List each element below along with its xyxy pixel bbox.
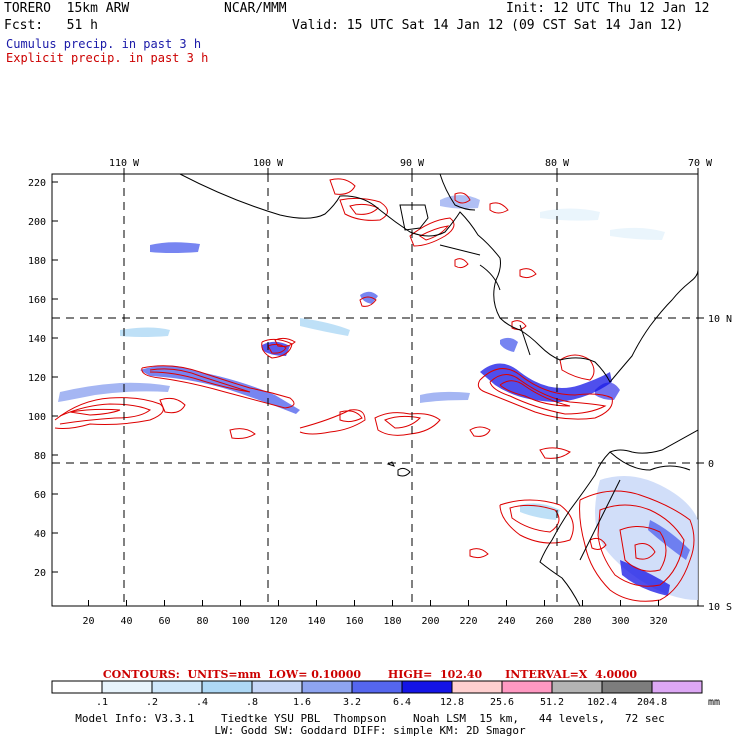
x-tick-label: 160 [345,616,363,627]
cumulus-label: Cumulus precip. in past 3 h [6,37,202,51]
x-tick-label: 240 [497,616,515,627]
colorbar-swatch [301,680,353,694]
x-tick-label: 260 [535,616,553,627]
colorbar-level-label: 6.4 [393,697,412,708]
colorbar-level-label: 25.6 [490,697,515,708]
model-name: TORERO 15km ARW [4,1,130,16]
cumulus-precip-shading [58,195,698,600]
lat-lon-grid [52,174,698,606]
x-tick-label: 220 [459,616,477,627]
colorbar-level-label: .4 [196,697,209,708]
x-tick-label: 200 [421,616,439,627]
x-tick-label: 320 [649,616,667,627]
colorbar [51,680,703,694]
y-tick-label: 20 [34,568,46,579]
colorbar-swatch [51,680,103,694]
colorbar-swatch [551,680,603,694]
lon-label-90w: 90 W [400,158,425,169]
colorbar-level-label: 204.8 [637,697,668,708]
colorbar-level-label: 12.8 [440,697,465,708]
colorbar-swatch [451,680,503,694]
y-tick-label: 40 [34,529,46,540]
y-tick-label: 100 [28,412,46,423]
colorbar-level-label: .1 [96,697,109,708]
colorbar-swatch [151,680,203,694]
colorbar-units: mm [708,697,721,708]
lon-label-80w: 80 W [545,158,570,169]
x-tick-label: 40 [120,616,132,627]
model-info-line1: Model Info: V3.3.1 Tiedtke YSU PBL Thomp… [75,712,665,725]
colorbar-level-label: 102.4 [587,697,618,708]
org-label: NCAR/MMM [224,1,287,16]
y-tick-label: 120 [28,373,46,384]
colorbar-swatch [201,680,253,694]
lat-label-10n: 10 N [708,314,732,325]
init-time: Init: 12 UTC Thu 12 Jan 12 [506,1,710,16]
frame-ticks [123,168,704,607]
contour-info: CONTOURS: UNITS=mm LOW= 0.10000 HIGH= 10… [102,668,638,681]
colorbar-swatch [401,680,453,694]
colorbar-level-label: 51.2 [540,697,565,708]
bottom-grid-ticks: 20 40 60 80 100 120 140 160 180 200 220 240 260 280 30… [82,600,668,627]
colorbar-swatch [651,680,703,694]
colorbar-swatch [251,680,303,694]
colorbar-swatch [101,680,153,694]
x-tick-label: 300 [611,616,629,627]
colorbar-swatch [351,680,403,694]
y-tick-label: 60 [34,490,46,501]
lon-label-100w: 100 W [253,158,284,169]
x-tick-label: 100 [231,616,249,627]
colorbar-level-label: 1.6 [293,697,312,708]
right-lat-labels: 10 N 0 10 S [708,314,732,613]
x-tick-label: 180 [383,616,401,627]
lat-label-10s: 10 S [708,602,732,613]
x-tick-label: 20 [82,616,94,627]
explicit-label: Explicit precip. in past 3 h [6,51,209,65]
explicit-precip-contours [54,178,695,602]
x-tick-label: 60 [158,616,170,627]
y-tick-label: 200 [28,217,46,228]
forecast-hour: Fcst: 51 h [4,18,98,33]
y-tick-label: 220 [28,178,46,189]
colorbar-level-label: 3.2 [343,697,362,708]
model-info-line2: LW: Godd SW: Goddard DIFF: simple KM: 2D… [214,724,526,737]
left-grid-ticks: 220 200 180 160 140 120 100 80 60 40 20 [28,178,58,579]
y-tick-label: 80 [34,451,46,462]
y-tick-label: 140 [28,334,46,345]
colorbar-swatch [501,680,553,694]
lon-label-110w: 110 W [109,158,140,169]
x-tick-label: 280 [573,616,591,627]
lon-label-70w: 70 W [688,158,713,169]
y-tick-label: 180 [28,256,46,267]
x-tick-label: 120 [269,616,287,627]
top-lon-labels: 110 W 100 W 90 W 80 W 70 W [109,158,713,169]
x-tick-label: 140 [307,616,325,627]
colorbar-level-label: .2 [146,697,159,708]
y-tick-label: 160 [28,295,46,306]
valid-time: Valid: 15 UTC Sat 14 Jan 12 (09 CST Sat … [292,18,684,33]
coastlines [179,174,698,606]
colorbar-level-label: .8 [246,697,259,708]
x-tick-label: 80 [196,616,208,627]
colorbar-swatch [601,680,653,694]
lat-label-0: 0 [708,459,714,470]
